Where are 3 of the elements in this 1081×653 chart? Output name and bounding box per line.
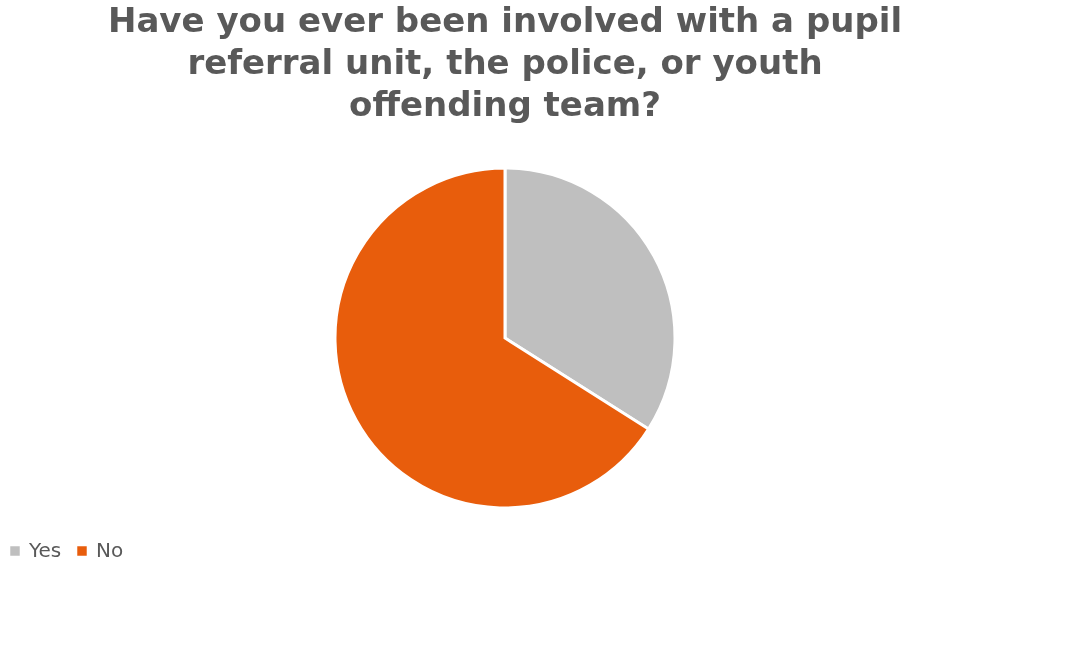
legend-label: No (96, 538, 124, 562)
chart-title: Have you ever been involved with a pupil referral unit, the police, or youth offending team? (107, 0, 903, 124)
legend-label: Yes (28, 538, 62, 562)
